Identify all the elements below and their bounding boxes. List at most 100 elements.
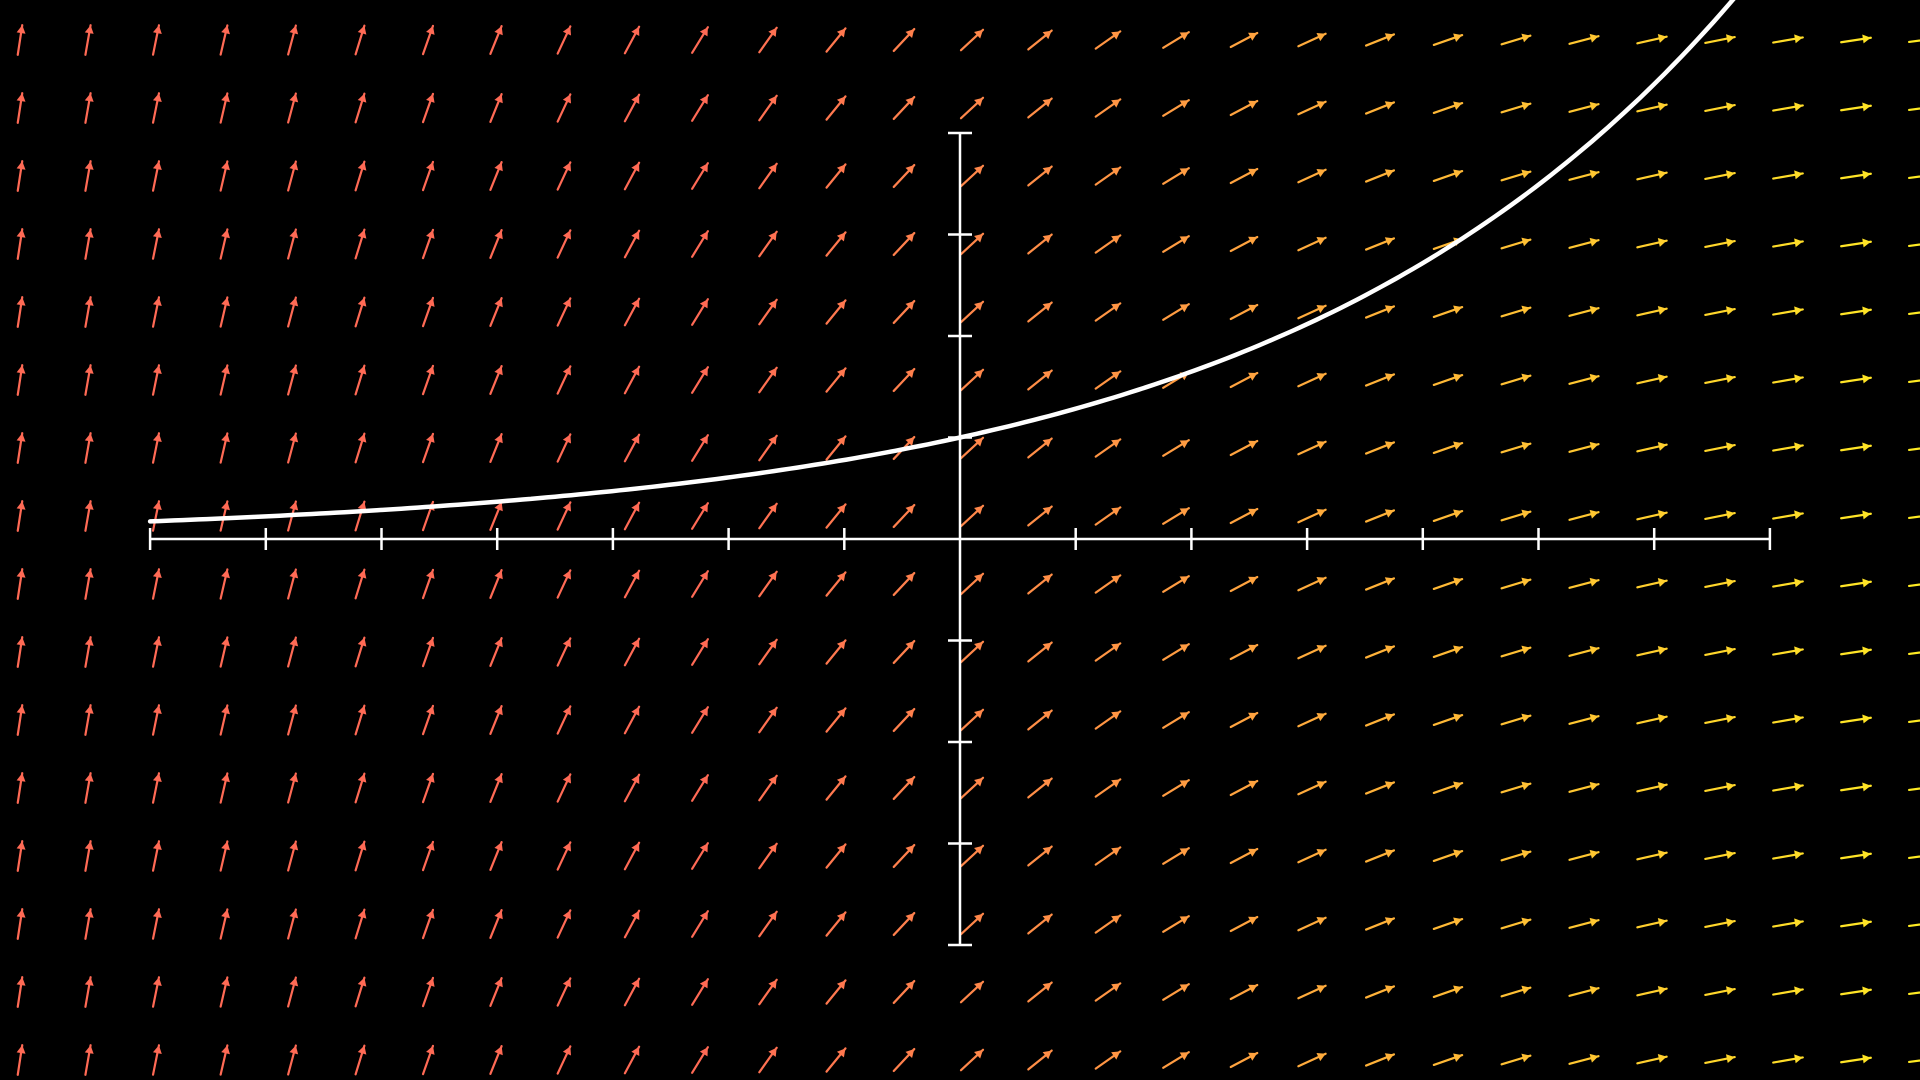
field-arrow [16,704,26,736]
field-arrow-head [1316,984,1326,994]
field-arrow [1432,713,1464,727]
field-arrow [1500,101,1532,114]
field-arrow [1364,1053,1396,1067]
field-arrow-head [768,435,777,445]
field-arrow-head [357,841,367,851]
field-arrow [1432,509,1464,523]
field-arrow [691,910,709,938]
field-arrow [1162,235,1190,253]
field-arrow [354,92,367,124]
field-arrow [1027,641,1053,663]
field-arrow [354,432,367,464]
field-arrow-head [1589,713,1599,723]
field-arrow [1500,33,1532,46]
field-arrow-head [1521,237,1531,247]
field-arrow [1162,711,1190,729]
field-arrow [1704,442,1736,453]
field-arrow-head [1521,169,1531,179]
field-arrow-head [562,1046,572,1056]
field-arrow [1364,985,1396,999]
field-arrow-head [426,161,435,171]
field-arrow-shaft [1908,107,1920,112]
field-arrow-head [1862,238,1871,248]
field-arrow [1094,1050,1122,1070]
field-arrow-head [1111,439,1121,448]
field-arrow [1364,305,1396,319]
field-arrow [1840,442,1872,452]
field-arrow-head [1521,509,1531,519]
field-arrow-head [699,231,708,241]
field-arrow-head [1316,780,1326,790]
field-arrow-head [16,25,26,34]
field-arrow [84,228,94,260]
field-arrow-head [1725,1054,1735,1064]
field-arrow-head [426,773,435,783]
field-arrow [421,772,435,804]
field-arrow-head [221,433,230,443]
field-arrow-shaft [1908,991,1920,996]
field-arrow [489,24,503,56]
field-arrow-head [1794,102,1803,112]
field-arrow-head [1248,576,1258,585]
field-arrow-head [905,913,915,922]
field-arrow-head [905,1049,915,1058]
field-arrow [1094,914,1122,934]
field-arrow [623,1045,641,1075]
field-arrow-head [1657,306,1667,315]
field-arrow [1840,374,1872,384]
field-arrow-head [631,26,640,36]
field-arrow [1094,846,1122,866]
field-arrow-head [221,365,230,375]
field-arrow-head [494,910,503,920]
field-arrow-head [357,93,367,103]
field-arrow [219,840,230,872]
field-arrow [623,433,641,463]
field-arrow [287,976,299,1008]
field-arrow [1297,644,1327,660]
axes [148,131,1772,947]
field-arrow [691,774,709,802]
field-arrow [151,160,162,192]
field-arrow-head [1725,34,1735,44]
field-arrow-head [1657,442,1667,451]
field-arrow [758,774,778,802]
field-arrow-head [1589,441,1599,451]
field-arrow-shaft [1908,787,1920,792]
field-arrow [1297,100,1327,116]
field-arrow [287,636,299,668]
field-arrow-head [1248,780,1258,789]
field-arrow [691,706,709,734]
field-arrow [1840,102,1872,112]
field-arrow-head [1179,1052,1189,1061]
field-arrow [1636,986,1668,997]
field-arrow-head [905,437,915,446]
field-arrow [758,502,778,530]
field-arrow [1636,238,1668,249]
field-arrow-head [768,95,777,105]
field-arrow [219,228,230,260]
field-arrow [959,1048,985,1072]
vector-field-arrows [16,24,1920,1076]
field-arrow-head [221,637,230,647]
field-arrow [1500,169,1532,182]
field-arrow-head [1657,102,1667,111]
field-arrow-head [1042,642,1052,652]
field-arrow [556,501,572,531]
field-arrow [892,911,916,937]
field-arrow-head [768,163,777,173]
field-arrow [1094,710,1122,730]
field-arrow [1840,986,1872,996]
field-arrow-head [494,706,503,716]
field-arrow-head [1248,372,1258,381]
field-arrow [1568,305,1600,317]
field-arrow-head [974,709,984,719]
field-arrow-head [357,705,367,715]
field-arrow-head [1725,986,1735,996]
field-arrow [84,636,94,668]
field-arrow [354,636,367,668]
field-arrow-head [357,161,367,171]
field-arrow [1772,714,1804,724]
field-arrow-head [562,910,572,920]
field-arrow-head [221,93,230,103]
field-arrow [691,1046,709,1074]
